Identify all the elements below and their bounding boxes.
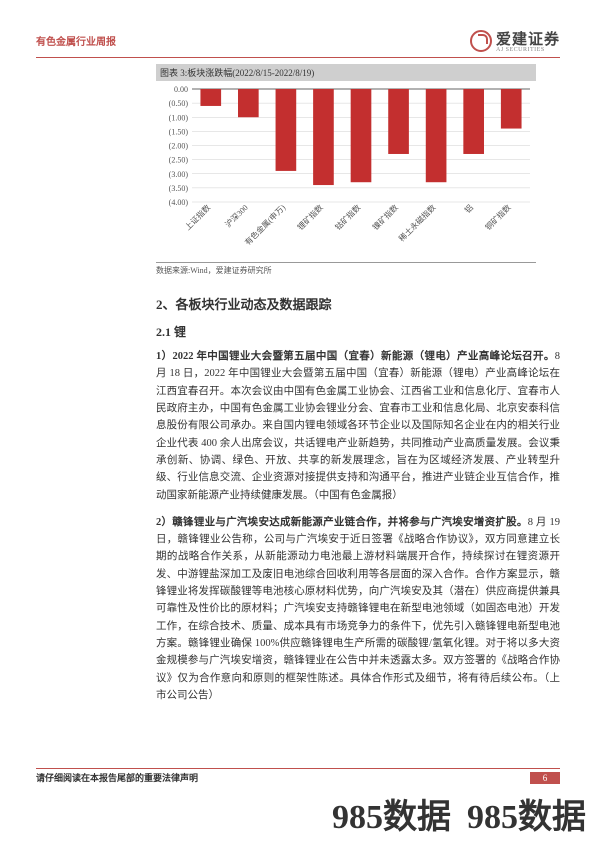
paragraph-1: 1）2022 年中国锂业大会暨第五届中国（宜春）新能源（锂电）产业高峰论坛召开。… <box>156 348 560 504</box>
svg-text:(0.50): (0.50) <box>169 99 189 108</box>
paragraph-2: 2）赣锋锂业与广汽埃安达成新能源产业链合作，并将参与广汽埃安增资扩股。8 月 1… <box>156 514 560 704</box>
svg-text:(1.50): (1.50) <box>169 127 189 136</box>
watermark: 985数据 985数据 <box>332 789 586 838</box>
svg-text:铜矿指数: 铜矿指数 <box>483 202 513 232</box>
chart-title: 图表 3:板块涨跌幅(2022/8/15-2022/8/19) <box>156 64 536 81</box>
chart-block: 图表 3:板块涨跌幅(2022/8/15-2022/8/19) 0.00 (0.5… <box>156 64 536 276</box>
chart-source: 数据来源:Wind，爱建证券研究所 <box>156 262 536 276</box>
svg-text:稀土永磁指数: 稀土永磁指数 <box>397 202 438 243</box>
page-number: 6 <box>530 772 560 784</box>
svg-text:(3.50): (3.50) <box>169 184 189 193</box>
header-title: 有色金属行业周报 <box>36 33 116 48</box>
svg-text:(4.00): (4.00) <box>169 198 189 207</box>
bar-chart: 0.00 (0.50) (1.00) (1.50) (2.00) (2.50) (3.00)… <box>156 85 536 260</box>
svg-text:(3.00): (3.00) <box>169 170 189 179</box>
svg-text:(1.00): (1.00) <box>169 113 189 122</box>
page-footer: 请仔细阅读在本报告尾部的重要法律声明 6 <box>36 768 560 784</box>
report-header: 有色金属行业周报 爱建证券 AJ SECURITIES <box>36 28 560 58</box>
svg-text:镍矿指数: 镍矿指数 <box>370 202 400 232</box>
p2-body: 8 月 19 日，赣锋锂业公告称，公司与广汽埃安于近日签署《战略合作协议》，双方… <box>156 517 560 701</box>
p1-lead: 1）2022 年中国锂业大会暨第五届中国（宜春）新能源（锂电）产业高峰论坛召开。 <box>156 351 555 362</box>
section-heading-2: 2、各板块行业动态及数据跟踪 <box>156 294 560 313</box>
watermark-a: 985数据 <box>332 799 451 836</box>
p2-lead: 2）赣锋锂业与广汽埃安达成新能源产业链合作，并将参与广汽埃安增资扩股。 <box>156 517 528 528</box>
svg-text:锂矿指数: 锂矿指数 <box>295 202 325 232</box>
svg-text:钴矿指数: 钴矿指数 <box>333 202 363 232</box>
logo-icon <box>470 30 492 52</box>
svg-text:有色金属(申万): 有色金属(申万) <box>243 202 288 247</box>
footer-disclaimer: 请仔细阅读在本报告尾部的重要法律声明 <box>36 771 198 784</box>
svg-text:(2.00): (2.00) <box>169 142 189 151</box>
svg-text:(2.50): (2.50) <box>169 156 189 165</box>
watermark-b: 985数据 <box>467 799 586 836</box>
svg-text:铝: 铝 <box>462 202 475 215</box>
svg-text:沪深300: 沪深300 <box>223 202 250 229</box>
p1-body: 8 月 18 日，2022 年中国锂业大会暨第五届中国（宜春）新能源（锂电）产业… <box>156 351 560 501</box>
svg-text:0.00: 0.00 <box>174 85 188 94</box>
logo-text-cn: 爱建证券 <box>496 32 560 48</box>
company-logo: 爱建证券 AJ SECURITIES <box>470 28 560 53</box>
section-heading-2-1: 2.1 锂 <box>156 323 560 340</box>
